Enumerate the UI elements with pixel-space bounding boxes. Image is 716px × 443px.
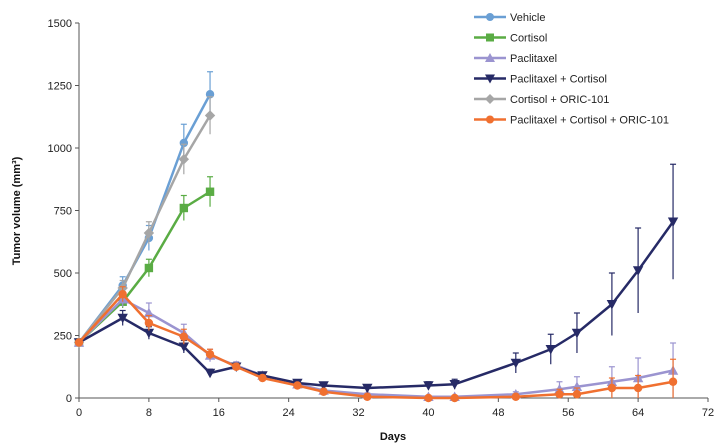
data-point bbox=[143, 227, 155, 239]
legend-label: Cortisol + ORIC-101 bbox=[510, 94, 609, 106]
data-point bbox=[179, 332, 189, 341]
x-axis-title: Days bbox=[380, 431, 406, 443]
data-point bbox=[74, 338, 84, 347]
data-point bbox=[668, 377, 678, 386]
y-tick-label: 0 bbox=[66, 393, 72, 405]
legend-entry: Vehicle bbox=[474, 12, 545, 24]
data-point bbox=[511, 392, 521, 401]
data-point bbox=[179, 203, 189, 213]
legend-label: Paclitaxel bbox=[510, 53, 557, 65]
legend-label: Paclitaxel + Cortisol + ORIC-101 bbox=[510, 115, 669, 127]
data-point bbox=[632, 266, 644, 276]
data-point bbox=[363, 392, 372, 401]
y-tick-label: 1000 bbox=[48, 143, 72, 155]
legend-entry: Paclitaxel + Cortisol bbox=[474, 74, 607, 86]
series-line bbox=[78, 298, 674, 398]
x-tick-label: 32 bbox=[352, 407, 364, 419]
data-point bbox=[607, 383, 617, 393]
series-line bbox=[78, 293, 674, 400]
data-point bbox=[117, 313, 128, 324]
series-5 bbox=[74, 286, 678, 403]
legend-label: Vehicle bbox=[510, 12, 545, 24]
data-point bbox=[204, 368, 216, 379]
data-point bbox=[144, 318, 154, 328]
data-point bbox=[606, 300, 618, 310]
data-point bbox=[144, 263, 154, 273]
data-point bbox=[178, 342, 190, 352]
x-tick-label: 24 bbox=[283, 407, 295, 419]
series-layer bbox=[73, 71, 679, 403]
data-point bbox=[318, 381, 329, 391]
data-point bbox=[667, 217, 679, 227]
data-point bbox=[423, 381, 434, 391]
data-point bbox=[572, 390, 582, 399]
x-tick-label: 64 bbox=[632, 407, 644, 419]
series-line bbox=[78, 114, 212, 344]
x-tick-label: 0 bbox=[76, 407, 82, 419]
data-point bbox=[232, 362, 241, 371]
legend-marker bbox=[485, 94, 495, 104]
legend-entry: Paclitaxel bbox=[474, 53, 557, 65]
legend-marker bbox=[486, 13, 494, 21]
x-tick-label: 48 bbox=[492, 407, 504, 419]
data-point bbox=[178, 154, 190, 165]
x-tick-label: 56 bbox=[562, 407, 574, 419]
legend-marker bbox=[485, 53, 495, 62]
series-line bbox=[78, 93, 212, 344]
data-point bbox=[424, 393, 433, 403]
y-tick-label: 250 bbox=[54, 331, 72, 343]
y-tick-label: 1250 bbox=[48, 81, 72, 93]
data-point bbox=[293, 381, 302, 390]
x-tick-label: 16 bbox=[213, 407, 225, 419]
data-point bbox=[545, 345, 556, 355]
legend-marker bbox=[485, 74, 495, 84]
y-tick-label: 750 bbox=[54, 206, 72, 218]
data-point bbox=[143, 328, 155, 339]
data-point bbox=[450, 393, 459, 403]
data-point bbox=[633, 383, 643, 393]
data-point bbox=[571, 328, 583, 339]
y-tick-label: 1500 bbox=[48, 18, 72, 30]
legend-marker bbox=[486, 115, 494, 124]
data-point bbox=[205, 187, 215, 196]
x-tick-label: 40 bbox=[422, 407, 434, 419]
series-line bbox=[78, 221, 675, 390]
legend: Vehicle Cortisol Paclitaxel Paclitaxel + Co… bbox=[474, 12, 669, 127]
x-tick-label: 8 bbox=[146, 407, 152, 419]
x-tick-label: 72 bbox=[702, 407, 714, 419]
series-4 bbox=[73, 96, 216, 348]
data-point bbox=[118, 290, 127, 299]
legend-entry: Cortisol bbox=[474, 33, 547, 45]
data-point bbox=[179, 138, 189, 148]
y-tick-label: 500 bbox=[54, 268, 72, 280]
series-0 bbox=[74, 71, 215, 347]
data-point bbox=[143, 307, 155, 318]
legend-label: Paclitaxel + Cortisol bbox=[510, 74, 607, 86]
data-point bbox=[555, 390, 564, 399]
legend-entry: Paclitaxel + Cortisol + ORIC-101 bbox=[474, 115, 669, 127]
series-2 bbox=[73, 291, 679, 401]
data-point bbox=[362, 383, 373, 394]
legend-marker bbox=[486, 33, 494, 42]
data-point bbox=[449, 380, 460, 390]
data-point bbox=[258, 373, 267, 383]
axes: 0 8 16 24 32 40 48 56 64 72 0 250 500 750 1000 1250 1500 bbox=[48, 18, 715, 419]
legend-label: Cortisol bbox=[510, 33, 547, 45]
y-axis-title: Tumor volume (mm³) bbox=[11, 156, 23, 265]
data-point bbox=[319, 387, 328, 396]
data-point bbox=[204, 110, 216, 121]
legend-entry: Cortisol + ORIC-101 bbox=[474, 94, 609, 106]
data-point bbox=[510, 358, 522, 369]
data-point bbox=[205, 350, 215, 359]
